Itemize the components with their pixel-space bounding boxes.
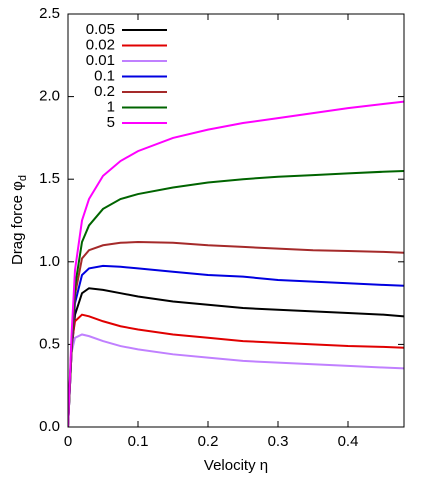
y-axis-label: Drag force φd	[9, 175, 29, 265]
x-tick-label: 0.3	[268, 433, 289, 450]
y-tick-label: 2.5	[39, 5, 60, 22]
series-line	[68, 313, 404, 427]
y-tick-label: 2.0	[39, 88, 60, 105]
x-tick-label: 0.2	[198, 433, 219, 450]
legend-label: 0.01	[86, 52, 115, 69]
x-tick-label: 0.4	[338, 433, 359, 450]
series-line	[68, 287, 404, 427]
y-tick-label: 1.5	[39, 170, 60, 187]
y-axis-label-subscript: d	[17, 175, 29, 181]
series-line	[68, 169, 404, 427]
y-tick-label: 0.5	[39, 335, 60, 352]
series-line	[68, 240, 404, 427]
x-tick-label: 0	[64, 433, 72, 450]
series-line	[68, 264, 404, 427]
series-line	[68, 100, 404, 427]
legend-label: 0.02	[86, 36, 115, 53]
series-line	[68, 333, 404, 427]
legend-label: 0.1	[94, 67, 115, 84]
legend-label: 1	[107, 98, 115, 115]
legend-label: 5	[107, 114, 115, 131]
plot-frame	[67, 13, 405, 428]
legend-label: 0.2	[94, 83, 115, 100]
x-axis-label: Velocity η	[204, 457, 268, 474]
y-tick-label: 1.0	[39, 253, 60, 270]
y-axis-label-text: Drag force φ	[9, 181, 26, 265]
legend-label: 0.05	[86, 21, 115, 38]
x-tick-label: 0.1	[128, 433, 149, 450]
y-tick-label: 0.0	[39, 418, 60, 435]
